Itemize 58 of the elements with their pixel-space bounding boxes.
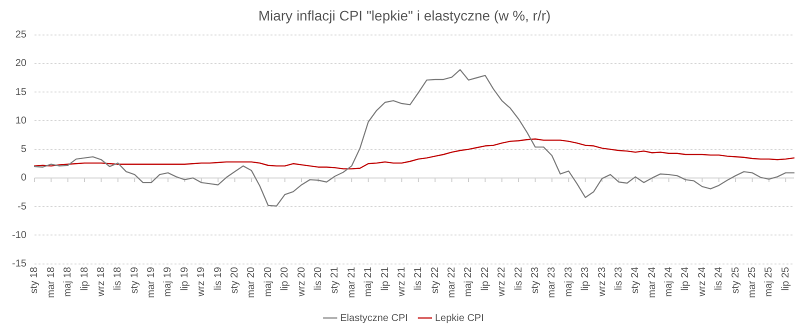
x-tick-label: sty 25 — [730, 266, 742, 294]
x-tick-label: lip 18 — [79, 266, 90, 291]
x-tick-label: lip 19 — [179, 266, 190, 291]
x-tick-label: maj 21 — [363, 266, 374, 297]
x-tick-label: lis 18 — [112, 266, 124, 290]
y-tick-label: -5 — [18, 201, 27, 212]
x-tick-label: sty 20 — [230, 266, 241, 294]
x-tick-label: lis 20 — [312, 266, 324, 290]
x-tick-label: maj 23 — [563, 266, 574, 297]
x-tick-label: wrz 24 — [696, 266, 708, 298]
x-tick-label: maj 24 — [664, 266, 675, 297]
x-tick-label: lis 23 — [613, 266, 624, 290]
legend-label: Elastyczne CPI — [340, 312, 408, 324]
x-tick-label: sty 18 — [29, 266, 40, 294]
y-tick-label: 20 — [15, 58, 27, 70]
x-tick-label: mar 18 — [46, 266, 57, 298]
x-tick-label: sty 22 — [430, 266, 441, 294]
x-tick-label: sty 21 — [330, 266, 341, 294]
x-tick-label: lis 24 — [714, 266, 725, 290]
x-tick-label: maj 25 — [764, 266, 775, 297]
y-tick-label: 15 — [15, 86, 27, 98]
x-tick-label: maj 18 — [62, 266, 74, 297]
chart-title: Miary inflacji CPI "lepkie" i elastyczne (w %, r/r) — [258, 7, 551, 24]
x-tick-label: mar 24 — [646, 266, 658, 298]
x-tick-label: wrz 22 — [496, 266, 508, 298]
x-tick-label: sty 19 — [129, 266, 140, 294]
x-tick-label: lip 20 — [280, 266, 291, 291]
x-tick-label: mar 19 — [146, 266, 158, 298]
y-tick-label: 0 — [20, 172, 27, 184]
x-tick-label: lip 25 — [780, 266, 792, 291]
x-tick-label: lip 24 — [680, 266, 692, 291]
x-tick-label: wrz 19 — [196, 266, 208, 298]
x-tick-label: lip 22 — [480, 266, 491, 291]
x-tick-label: lip 21 — [380, 266, 391, 291]
legend-label: Lepkie CPI — [434, 312, 484, 324]
x-tick-label: maj 22 — [463, 266, 474, 297]
x-tick-label: wrz 18 — [96, 266, 107, 298]
y-tick-label: 5 — [20, 144, 27, 156]
y-tick-label: -10 — [12, 230, 27, 241]
x-tick-label: mar 21 — [346, 266, 358, 298]
x-tick-label: maj 20 — [262, 266, 274, 297]
y-tick-label: 25 — [15, 30, 27, 41]
x-tick-label: sty 24 — [630, 266, 642, 294]
y-tick-label: 10 — [15, 115, 27, 126]
x-tick-label: lis 22 — [513, 266, 524, 290]
x-tick-label: mar 20 — [246, 266, 258, 298]
x-tick-label: lis 21 — [413, 266, 424, 290]
y-tick-label: -15 — [12, 258, 27, 270]
x-tick-label: sty 23 — [530, 266, 542, 294]
x-tick-label: mar 22 — [446, 266, 458, 298]
x-tick-label: lis 19 — [212, 266, 224, 290]
x-tick-label: mar 23 — [546, 266, 558, 298]
x-tick-label: maj 19 — [162, 266, 174, 297]
x-tick-label: wrz 23 — [596, 266, 608, 298]
x-tick-label: mar 25 — [747, 266, 758, 298]
x-tick-label: wrz 20 — [296, 266, 308, 298]
x-tick-label: wrz 21 — [396, 266, 408, 298]
x-tick-label: lip 23 — [580, 266, 592, 291]
